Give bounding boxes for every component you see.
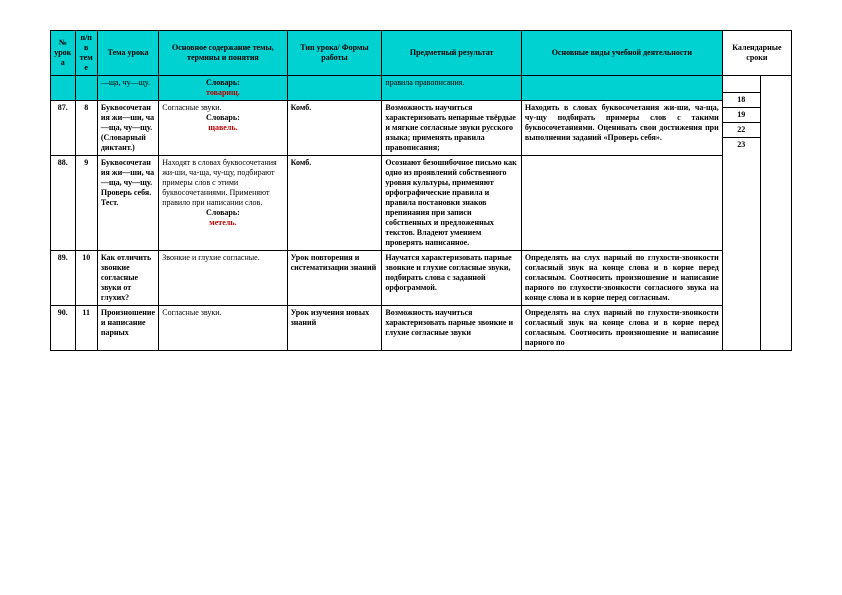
table-row: 90.11Произношение и написание парных Согл… [51, 306, 792, 351]
slovar-label: Словарь: [162, 113, 283, 123]
cell-num: 88. [51, 156, 76, 251]
cell-content: Словарь: товарищ. [159, 76, 287, 101]
cell-num [51, 76, 76, 101]
cell-activity: Определять на слух парный по глухости-зв… [521, 251, 722, 306]
table-header: № урока п/п в теме Тема урока Основное с… [51, 31, 792, 76]
cell-content: Находят в словах буквосочетания жи-ши, ч… [159, 156, 287, 251]
cell-result: Возможность научиться характеризовать па… [382, 306, 521, 351]
slovar-label: Словарь: [162, 78, 283, 88]
cell-num: 90. [51, 306, 76, 351]
table-row: 89.10Как отличить звонкие согласные звук… [51, 251, 792, 306]
date-value: 19 [723, 107, 760, 122]
cell-theme: —ща, чу—щу. [97, 76, 158, 101]
cell-pp: 8 [75, 101, 97, 156]
slovar-label: Словарь: [162, 208, 283, 218]
cell-type: Урок повторения и систематизации знаний [287, 251, 382, 306]
cell-pp: 9 [75, 156, 97, 251]
content-main: Согласные звуки. [162, 308, 283, 318]
header-content: Основное содержание темы, термины и поня… [159, 31, 287, 76]
header-result: Предметный результат [382, 31, 521, 76]
cell-theme: Произношение и написание парных [97, 306, 158, 351]
slovar-word: метель. [162, 218, 283, 228]
content-main: Согласные звуки. [162, 103, 283, 113]
cell-content: Согласные звуки.Словарь:щавель. [159, 101, 287, 156]
slovar-word: товарищ. [162, 88, 283, 98]
cell-num: 87. [51, 101, 76, 156]
slovar-word: щавель. [162, 123, 283, 133]
cell-result: правила правописания. [382, 76, 521, 101]
header-type: Тип урока/ Формы работы [287, 31, 382, 76]
cell-activity: Определять на слух парный по глухости-зв… [521, 306, 722, 351]
cell-theme: Буквосочетания жи—ши, ча—ща, чу—щу. Пров… [97, 156, 158, 251]
date-value: 18 [723, 92, 760, 107]
cell-result: Научатся характеризовать парные звонкие … [382, 251, 521, 306]
cell-activity [521, 156, 722, 251]
cell-content: Звонкие и глухие согласные. [159, 251, 287, 306]
table-body: —ща, чу—щу. Словарь: товарищ. правила пр… [51, 76, 792, 351]
cell-num: 89. [51, 251, 76, 306]
date-value: 22 [723, 122, 760, 137]
table-row: 88.9Буквосочетания жи—ши, ча—ща, чу—щу. … [51, 156, 792, 251]
content-main: Звонкие и глухие согласные. [162, 253, 283, 263]
cell-activity: Находить в словах буквосочетания жи-ши, … [521, 101, 722, 156]
table-row-continuation: —ща, чу—щу. Словарь: товарищ. правила пр… [51, 76, 792, 101]
cell-type: Комб. [287, 156, 382, 251]
date-value: 23 [723, 137, 760, 152]
cell-activity [521, 76, 722, 101]
cell-theme: Как отличить звонкие согласные звуки от … [97, 251, 158, 306]
curriculum-table: № урока п/п в теме Тема урока Основное с… [50, 30, 792, 351]
cell-pp: 10 [75, 251, 97, 306]
page-container: № урока п/п в теме Тема урока Основное с… [0, 0, 842, 381]
header-dates: Календарные сроки [722, 31, 791, 76]
cell-type: Комб. [287, 101, 382, 156]
cell-theme: Буквосочетания жи—ши, ча—ща, чу—щу. (Сло… [97, 101, 158, 156]
header-num: № урока [51, 31, 76, 76]
header-activity: Основные виды учебной деятельности [521, 31, 722, 76]
cell-content: Согласные звуки. [159, 306, 287, 351]
cell-result: Возможность научиться характеризовать не… [382, 101, 521, 156]
cell-date1-span: 18 19 22 23 [722, 76, 760, 351]
table-row: 87.8Буквосочетания жи—ши, ча—ща, чу—щу. … [51, 101, 792, 156]
cell-result: Осознают безошибочное письмо как одно из… [382, 156, 521, 251]
cell-type [287, 76, 382, 101]
cell-date2-span [760, 76, 791, 351]
header-pp: п/п в теме [75, 31, 97, 76]
cell-type: Урок изучения новых знаний [287, 306, 382, 351]
header-theme: Тема урока [97, 31, 158, 76]
cell-pp: 11 [75, 306, 97, 351]
content-main: Находят в словах буквосочетания жи-ши, ч… [162, 158, 283, 208]
cell-pp [75, 76, 97, 101]
